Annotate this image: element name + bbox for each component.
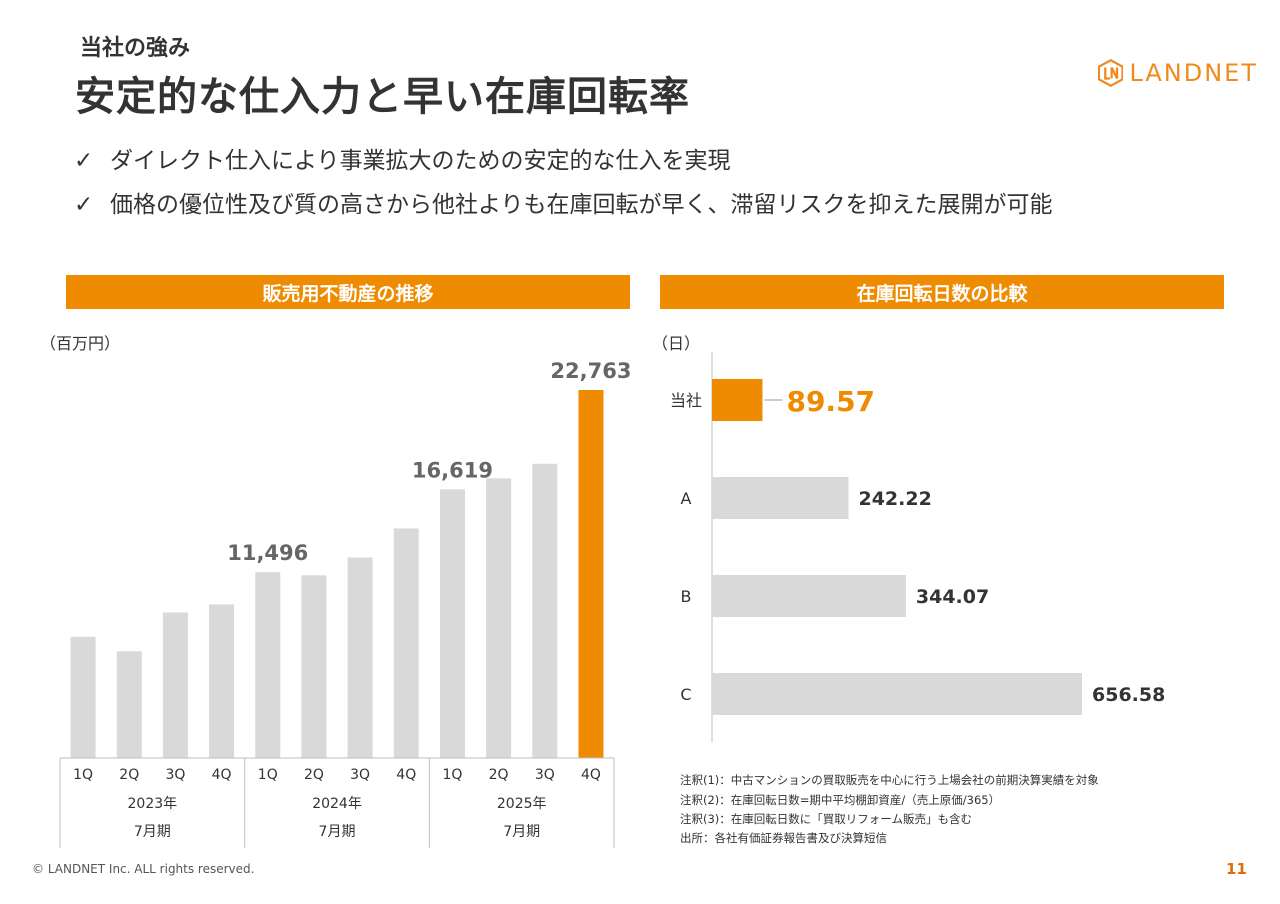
left-panel-header: 販売用不動産の推移 [66, 275, 630, 309]
bar-value-label: 656.58 [1092, 684, 1165, 706]
right-unit-label: （日） [652, 334, 701, 353]
note-1: 注釈(1)：中古マンションの買取販売を中心に行う上場会社の前期決算実績を対象 [680, 773, 1099, 787]
bar [301, 575, 327, 758]
bar [255, 572, 281, 758]
category-label: 当社 [670, 391, 702, 410]
bar [578, 390, 604, 758]
company-logo: LANDNET [1098, 56, 1258, 90]
bar [439, 489, 465, 758]
page-title: 安定的な仕入力と早い在庫回転率 [75, 74, 690, 120]
bullet-text: ダイレクト仕入により事業拡大のための安定的な仕入を実現 [110, 148, 731, 174]
bar [712, 477, 849, 519]
right-panel-header: 在庫回転日数の比較 [660, 275, 1224, 309]
bar-value-label: 242.22 [858, 488, 931, 510]
note-2: 注釈(2)：在庫回転日数=期中平均棚卸資産/（売上原価/365） [680, 793, 1001, 807]
group-year-label: 2025年 [497, 796, 547, 812]
bullet-text: 価格の優位性及び質の高さから他社よりも在庫回転が早く、滞留リスクを抑えた展開が可… [110, 192, 1053, 218]
note-4: 出所：各社有価証券報告書及び決算短信 [680, 831, 887, 845]
bar [347, 557, 373, 758]
x-tick-label: 1Q [258, 767, 278, 783]
x-tick-label: 2Q [119, 767, 139, 783]
group-period-label: 7月期 [134, 824, 171, 840]
page-number: 11 [1226, 860, 1247, 878]
bar [70, 636, 96, 758]
category-label: A [681, 489, 692, 508]
bar-value-label: 22,763 [550, 359, 631, 383]
bar [712, 379, 763, 421]
bar [116, 651, 142, 758]
bar [393, 528, 419, 758]
bar [532, 463, 558, 758]
check-icon: ✓ [74, 192, 94, 218]
bar-value-label: 344.07 [916, 586, 989, 608]
group-year-label: 2023年 [128, 796, 178, 812]
section-subtitle: 当社の強み [80, 36, 191, 61]
logo-text: LANDNET [1129, 59, 1258, 87]
bar [162, 612, 188, 758]
category-label: C [680, 685, 691, 704]
inventory-bar-chart: 1Q 2Q 3Q 4Q 11,496 1Q 2Q 3Q 4Q 16,619 1Q 2Q 3Q 22,763… [59, 359, 631, 848]
category-label: B [681, 587, 692, 606]
bar [486, 478, 512, 758]
x-tick-label: 3Q [350, 767, 370, 783]
bullet-2: ✓ 価格の優位性及び質の高さから他社よりも在庫回転が早く、滞留リスクを抑えた展開が… [74, 185, 1053, 219]
bar-value-label: 16,619 [412, 458, 493, 482]
group-period-label: 7月期 [319, 824, 356, 840]
bar [712, 673, 1082, 715]
turnover-days-chart: 当社 89.57 A 242.22 B 344.07 C 656.58 [670, 352, 1165, 742]
check-icon: ✓ [74, 148, 94, 174]
bar [209, 604, 235, 758]
x-tick-label: 4Q [581, 767, 601, 783]
x-tick-label: 1Q [73, 767, 93, 783]
x-tick-label: 4Q [212, 767, 232, 783]
logo-mark-icon [1098, 58, 1124, 88]
x-tick-label: 4Q [396, 767, 416, 783]
bar [712, 575, 906, 617]
x-tick-label: 2Q [304, 767, 324, 783]
x-tick-label: 3Q [535, 767, 555, 783]
x-tick-label: 3Q [165, 767, 185, 783]
group-year-label: 2024年 [312, 796, 362, 812]
copyright-footer: © LANDNET Inc. ALL rights reserved. [32, 862, 255, 876]
bullet-1: ✓ ダイレクト仕入により事業拡大のための安定的な仕入を実現 [74, 141, 731, 175]
x-tick-label: 2Q [489, 767, 509, 783]
bar-value-label: 11,496 [227, 541, 308, 565]
group-period-label: 7月期 [503, 824, 540, 840]
note-3: 注釈(3)：在庫回転日数に「買取リフォーム販売」も含む [680, 812, 972, 826]
bar-value-label: 89.57 [786, 385, 875, 418]
x-tick-label: 1Q [442, 767, 462, 783]
left-unit-label: （百万円） [40, 334, 121, 353]
